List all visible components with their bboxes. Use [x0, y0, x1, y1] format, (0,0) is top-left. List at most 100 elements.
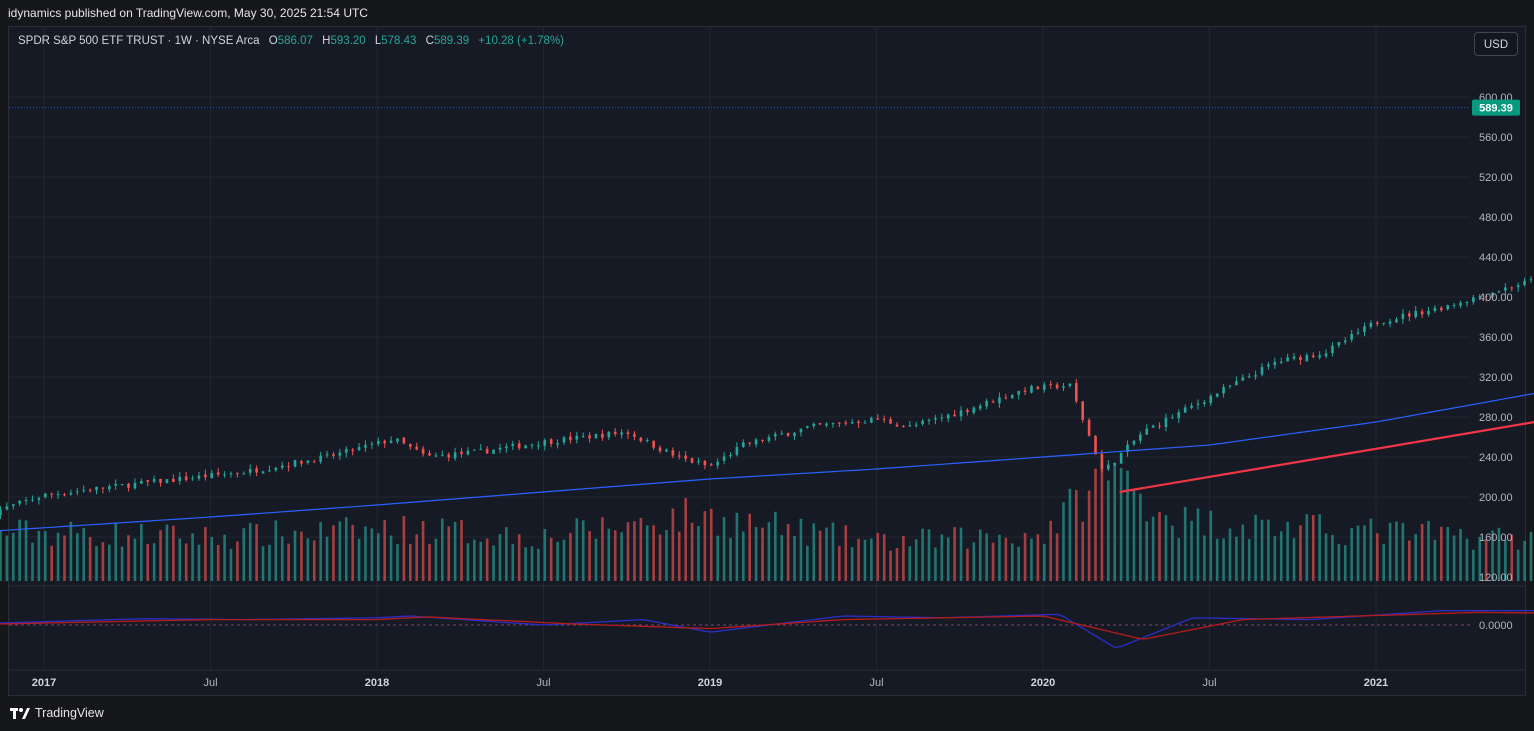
- candle-body: [498, 447, 502, 450]
- volume-bar: [140, 523, 143, 581]
- volume-bar: [306, 538, 310, 581]
- price-tick-label: 120.00: [1479, 572, 1513, 584]
- candle-body: [793, 432, 796, 437]
- volume-bar: [338, 521, 342, 581]
- volume-bar: [453, 521, 457, 581]
- candle-body: [1484, 296, 1488, 298]
- volume-bar: [287, 543, 290, 581]
- volume-bar: [389, 535, 393, 581]
- volume-bar: [857, 538, 860, 581]
- volume-bar: [677, 531, 681, 581]
- candle-body: [1446, 305, 1450, 310]
- volume-bar: [280, 536, 284, 581]
- change-value: +10.28 (+1.78%): [478, 35, 564, 47]
- candle-body: [485, 448, 489, 454]
- candle-body: [1036, 386, 1040, 389]
- volume-bar: [479, 541, 483, 581]
- candle-body: [1132, 440, 1136, 445]
- volume-bar: [415, 534, 419, 581]
- candle-body: [1010, 395, 1014, 399]
- volume-bar: [671, 508, 675, 581]
- volume-bar: [594, 538, 598, 581]
- volume-bar: [204, 527, 207, 581]
- volume-bar: [1478, 536, 1482, 581]
- volume-bar: [63, 535, 66, 581]
- volume-bar: [767, 522, 771, 581]
- volume-bar: [1260, 519, 1264, 581]
- volume-bar: [325, 536, 329, 581]
- candle-body: [1375, 322, 1379, 324]
- candle-body: [517, 443, 521, 449]
- low-value: 578.43: [381, 35, 417, 47]
- time-tick-label: 2017: [32, 677, 56, 689]
- candle-body: [108, 486, 111, 490]
- candle-body: [799, 428, 803, 433]
- volume-bar: [1203, 535, 1206, 581]
- price-candles: [0, 276, 1533, 520]
- candle-body: [428, 453, 431, 456]
- candle-body: [172, 478, 175, 482]
- volume-bar: [985, 533, 988, 581]
- candle-body: [1100, 453, 1104, 469]
- volume-bar: [530, 546, 534, 581]
- moving-average: [0, 392, 1534, 532]
- volume-bar: [370, 528, 374, 581]
- chart-frame[interactable]: [8, 26, 1526, 696]
- volume-bar: [517, 534, 521, 581]
- candle-body: [690, 457, 694, 463]
- volume-bar: [690, 522, 694, 581]
- candle-body: [287, 466, 290, 468]
- candle-body: [43, 493, 47, 498]
- candle-body: [1388, 321, 1392, 324]
- candle-body: [684, 455, 687, 459]
- candle-body: [1247, 376, 1251, 378]
- candle-body: [357, 446, 361, 451]
- volume-bar: [818, 530, 822, 581]
- candle-body: [1139, 434, 1142, 441]
- candle-body: [1049, 384, 1052, 386]
- volume-bar: [1017, 546, 1020, 581]
- candle-body: [1497, 291, 1501, 293]
- candle-body: [24, 499, 28, 501]
- volume-bar: [293, 530, 297, 581]
- volume-bar: [114, 523, 118, 581]
- volume-bar: [1036, 534, 1040, 581]
- candle-body: [1254, 375, 1257, 377]
- candle-body: [1318, 355, 1321, 358]
- volume-bar: [1247, 538, 1251, 581]
- volume-bar: [748, 513, 752, 581]
- volume-bar: [447, 526, 451, 581]
- volume-bar: [998, 534, 1001, 581]
- volume-bar: [697, 525, 700, 581]
- volume-bar: [76, 533, 79, 581]
- candle-body: [140, 480, 143, 484]
- candle-body: [812, 423, 816, 427]
- candle-body: [575, 435, 579, 440]
- volume-bar: [556, 541, 559, 581]
- candle-body: [447, 454, 451, 458]
- volume-bar: [703, 511, 707, 581]
- footer-brand[interactable]: TradingView: [10, 705, 104, 720]
- candle-body: [626, 432, 630, 435]
- candle-body: [780, 433, 784, 435]
- candle-body: [1523, 280, 1526, 285]
- volume-bar: [537, 548, 540, 581]
- price-tick-label: 480.00: [1479, 212, 1513, 224]
- volume-bar: [524, 547, 527, 581]
- candle-body: [101, 487, 105, 489]
- candle-body: [1504, 287, 1507, 291]
- symbol-legend[interactable]: SPDR S&P 500 ETF TRUST · 1W · NYSE Arca …: [18, 35, 564, 47]
- volume-bar: [1375, 533, 1379, 581]
- volume-bar: [639, 518, 643, 581]
- candle-body: [389, 440, 393, 443]
- candle-body: [908, 425, 912, 427]
- volume-bar: [248, 522, 252, 581]
- candle-body: [242, 473, 246, 475]
- volume-bar: [889, 550, 892, 581]
- candle-body: [761, 439, 764, 441]
- volume-bar: [159, 530, 162, 581]
- currency-button[interactable]: USD: [1474, 32, 1518, 56]
- volume-bar: [953, 527, 956, 581]
- candle-body: [581, 436, 585, 438]
